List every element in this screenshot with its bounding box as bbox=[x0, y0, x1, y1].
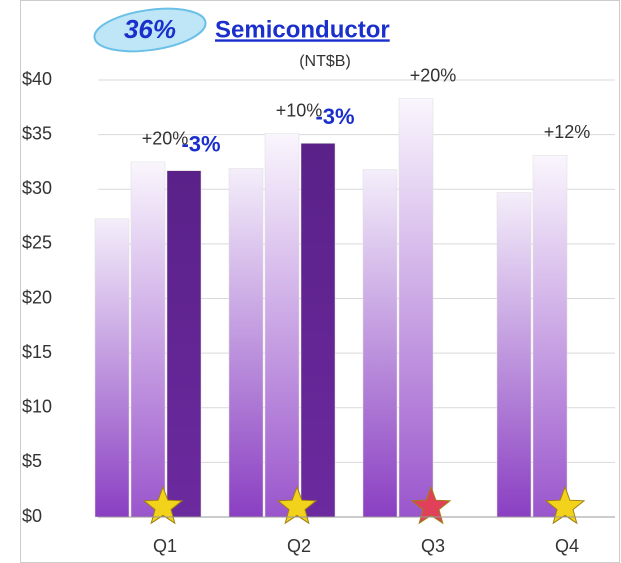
y-tick-label: $10 bbox=[22, 397, 52, 417]
y-tick-label: $35 bbox=[22, 123, 52, 143]
badge-bubble bbox=[93, 7, 207, 53]
x-tick-label: Q2 bbox=[287, 536, 311, 556]
badge: 36% bbox=[124, 14, 176, 44]
y-tick-label: $25 bbox=[22, 233, 52, 253]
bar bbox=[166, 170, 202, 518]
y-tick-label: $5 bbox=[22, 451, 42, 471]
change-label: -3% bbox=[315, 104, 354, 129]
y-tick-label: $15 bbox=[22, 342, 52, 362]
chart-subtitle: (NT$B) bbox=[299, 53, 351, 70]
bar bbox=[300, 143, 336, 518]
bar bbox=[532, 155, 568, 518]
bar bbox=[264, 133, 300, 518]
bar bbox=[496, 192, 532, 518]
x-tick-label: Q3 bbox=[421, 536, 445, 556]
bar bbox=[398, 98, 434, 518]
bar bbox=[362, 169, 398, 518]
x-tick-label: Q1 bbox=[153, 536, 177, 556]
growth-label: +20% bbox=[142, 129, 189, 149]
bar bbox=[130, 161, 166, 518]
star bbox=[142, 485, 184, 525]
growth-label: +20% bbox=[410, 65, 457, 85]
y-tick-label: $40 bbox=[22, 69, 52, 89]
y-tick-label: $30 bbox=[22, 178, 52, 198]
bar bbox=[228, 168, 264, 518]
chart-title: Semiconductor bbox=[215, 16, 390, 43]
star bbox=[276, 485, 318, 525]
bar bbox=[94, 218, 130, 518]
y-tick-label: $20 bbox=[22, 287, 52, 307]
growth-label: +10% bbox=[276, 100, 323, 120]
change-label: -3% bbox=[181, 131, 220, 156]
growth-label: +12% bbox=[544, 122, 591, 142]
star bbox=[544, 485, 586, 525]
y-tick-label: $0 bbox=[22, 506, 42, 526]
star bbox=[410, 485, 452, 525]
x-tick-label: Q4 bbox=[555, 536, 579, 556]
